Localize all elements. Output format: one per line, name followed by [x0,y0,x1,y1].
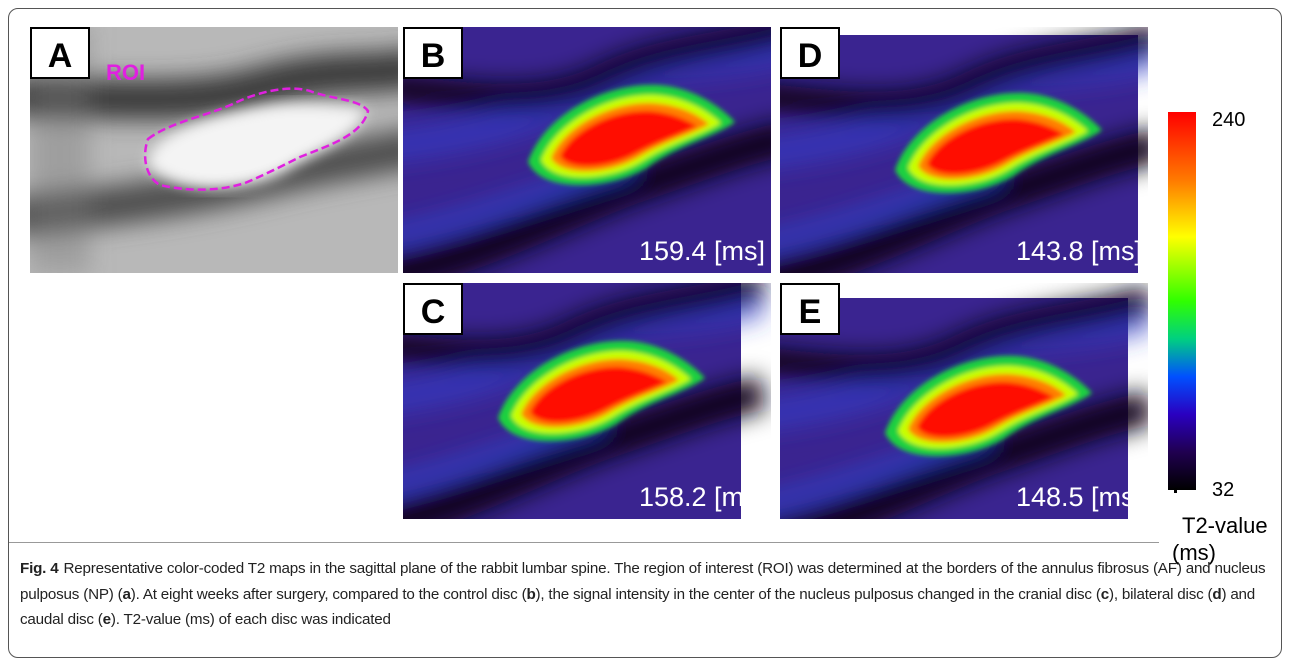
panel-label: B [421,37,446,75]
colorbar-min: 32 [1212,479,1234,501]
t2-value: 143.8 [ms] [1016,236,1142,266]
caption-ref: b [526,586,535,603]
caption-text: ), bilateral disc ( [1109,586,1212,603]
colorbar-title: T2-value [1182,513,1268,538]
colorbar [1168,112,1196,490]
caption-text: ). T2-value (ms) of each disc was indica… [111,611,391,628]
panel-label: D [798,37,823,75]
t2-value: 148.5 [ms] [1016,482,1142,512]
panel-a: ROI A [10,27,420,273]
colorbar-tick [1174,488,1177,493]
caption-text: ), the signal intensity in the center of… [536,586,1101,603]
caption-text: ). At eight weeks after surgery, compare… [131,586,527,603]
t2-value: 158.2 [ms] [639,482,765,512]
caption-ref: a [123,586,131,603]
roi-label: ROI [106,60,145,85]
panel-b: B 159.4 [ms] [383,27,793,277]
figure: ROI A B 159.4 [ms] D 143.8 [ms] C 158.2 … [0,0,1292,545]
caption-ref: c [1101,586,1109,603]
panel-label: A [48,37,73,75]
colorbar-max: 240 [1212,109,1245,131]
panel-d: D 143.8 [ms] [750,28,1160,285]
panel-label: E [799,293,822,331]
page: ROI A B 159.4 [ms] D 143.8 [ms] C 158.2 … [0,0,1292,666]
panel-e: E 148.5 [ms] [740,284,1150,545]
panel-c: C 158.2 [ms] [353,283,765,533]
separator [9,542,1159,543]
caption-label: Fig. 4 [20,560,58,577]
panel-label: C [421,293,446,331]
t2-value: 159.4 [ms] [639,236,765,266]
caption-ref: e [103,611,111,628]
